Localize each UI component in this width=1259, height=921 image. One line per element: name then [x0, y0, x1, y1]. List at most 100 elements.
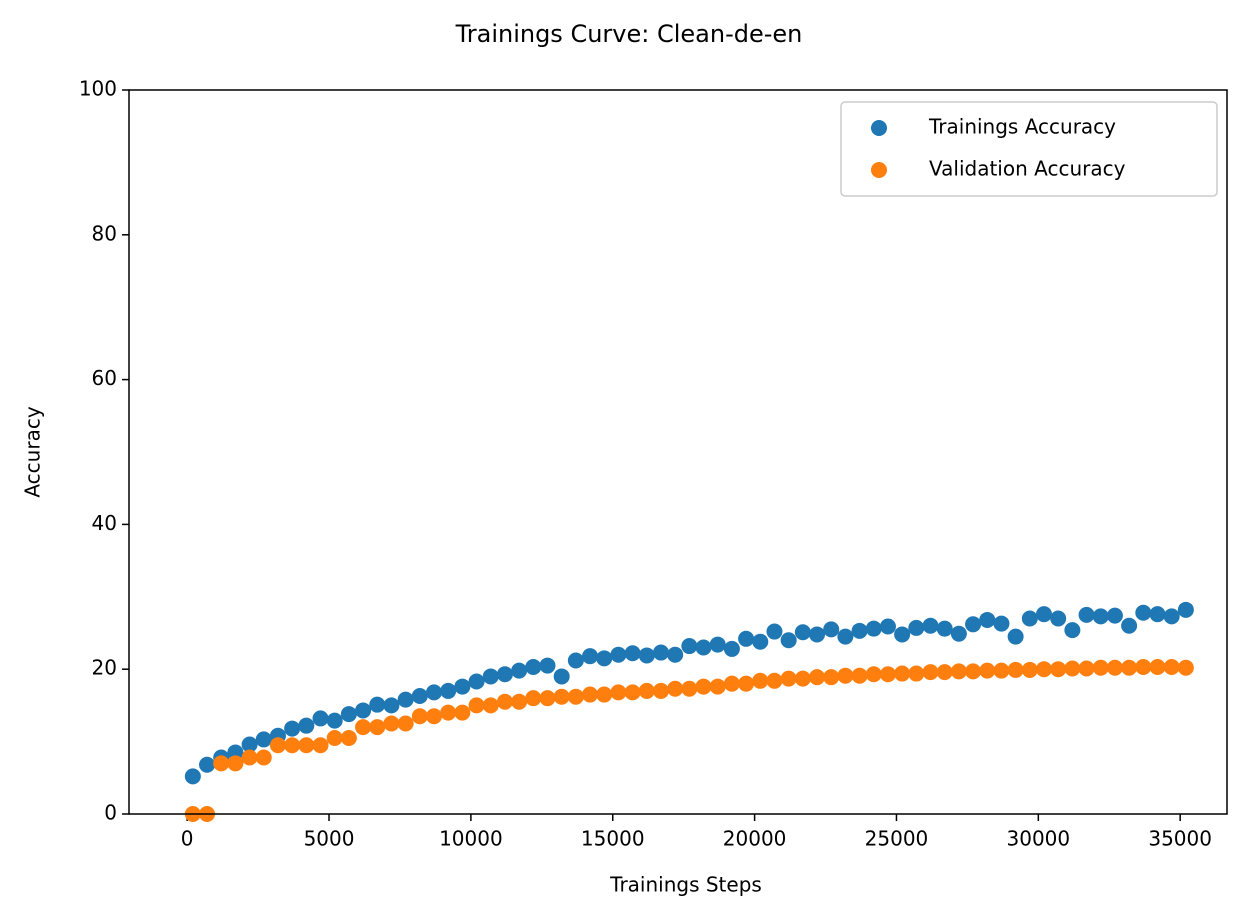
point: [340, 729, 357, 746]
point: [738, 675, 755, 692]
point: [709, 678, 726, 695]
point: [894, 626, 911, 643]
point: [1036, 606, 1052, 623]
point: [894, 665, 911, 682]
point: [355, 719, 372, 736]
point: [227, 755, 244, 772]
point: [468, 697, 485, 714]
point: [766, 672, 783, 689]
chart-title: Trainings Curve: Clean-de-en: [455, 20, 803, 48]
point: [298, 717, 315, 734]
point: [369, 696, 386, 713]
point: [752, 672, 769, 689]
point: [865, 620, 882, 637]
point: [582, 686, 599, 703]
x-tick-label: 0: [181, 827, 194, 851]
point: [709, 636, 726, 653]
point: [1064, 622, 1081, 639]
point: [496, 666, 513, 683]
point: [482, 668, 499, 685]
y-tick-label: 40: [92, 511, 117, 535]
x-tick-label: 5000: [304, 827, 355, 851]
point: [667, 646, 684, 663]
point: [539, 657, 556, 674]
point: [411, 687, 428, 704]
point: [638, 647, 655, 664]
point: [1121, 617, 1138, 634]
plot-area: [184, 601, 1194, 822]
point: [284, 737, 301, 754]
point: [340, 706, 357, 723]
point: [1007, 628, 1024, 645]
point: [780, 632, 797, 649]
point: [1149, 659, 1166, 676]
point: [312, 737, 329, 754]
point: [695, 678, 712, 695]
legend-box: [840, 101, 1218, 197]
point: [681, 680, 698, 697]
point: [241, 749, 258, 766]
point: [865, 666, 882, 683]
point: [1163, 659, 1180, 676]
point: [539, 690, 556, 707]
point: [213, 755, 230, 772]
y-tick-label: 100: [79, 77, 117, 101]
point: [369, 719, 386, 736]
y-axis-label: Accuracy: [21, 406, 45, 497]
point: [624, 684, 641, 701]
point: [440, 682, 457, 699]
x-axis-label: Trainings Steps: [609, 873, 762, 897]
point: [851, 667, 868, 684]
legend-marker: [871, 162, 887, 178]
point: [553, 688, 570, 705]
point: [1078, 660, 1095, 677]
point: [1106, 659, 1123, 676]
point: [936, 620, 953, 637]
point: [298, 737, 315, 754]
point: [638, 682, 655, 699]
point: [525, 690, 542, 707]
point: [766, 623, 783, 640]
point: [482, 697, 499, 714]
x-tick-label: 30000: [1007, 827, 1071, 851]
legend-label: Validation Accuracy: [929, 157, 1126, 181]
point: [922, 617, 939, 634]
point: [922, 664, 939, 681]
point: [908, 665, 925, 682]
point: [738, 630, 755, 647]
point: [411, 708, 428, 725]
x-tick-label: 20000: [723, 827, 787, 851]
point: [837, 628, 854, 645]
point: [752, 633, 769, 650]
point: [525, 659, 542, 676]
point: [199, 756, 216, 773]
point: [1021, 661, 1038, 678]
x-tick-label: 10000: [439, 827, 503, 851]
point: [652, 644, 669, 661]
point: [794, 670, 811, 687]
point: [184, 768, 201, 785]
point: [1007, 661, 1024, 678]
point: [794, 624, 811, 641]
point: [993, 662, 1010, 679]
axes-frame: [128, 89, 1228, 815]
y-tick-label: 0: [104, 801, 117, 825]
x-tick-label: 15000: [581, 827, 645, 851]
point: [1135, 604, 1152, 621]
point: [936, 664, 953, 681]
point: [950, 663, 967, 680]
point: [496, 693, 513, 710]
point: [1177, 659, 1194, 676]
point: [312, 710, 329, 727]
point: [1092, 608, 1109, 625]
point: [979, 611, 996, 628]
point: [908, 619, 925, 636]
point: [809, 669, 826, 686]
point: [823, 621, 840, 638]
point: [723, 640, 740, 657]
point: [1036, 661, 1052, 678]
point: [383, 697, 400, 714]
point: [397, 691, 414, 708]
